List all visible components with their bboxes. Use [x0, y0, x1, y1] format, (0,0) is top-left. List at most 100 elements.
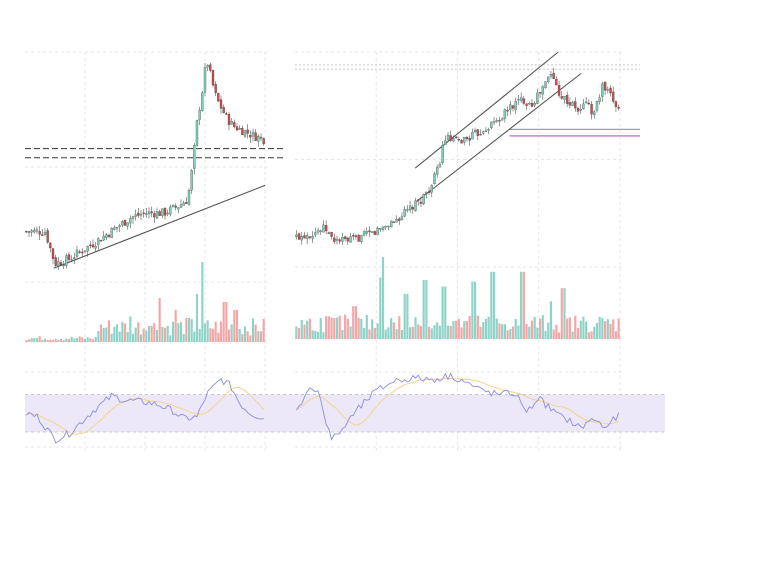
volume-bar [460, 327, 463, 339]
candle-body [555, 79, 558, 86]
volume-bar [465, 321, 469, 339]
volume-bar [113, 326, 116, 342]
volume-bar [368, 329, 371, 339]
candle-body [427, 191, 431, 193]
candle-body [511, 105, 515, 109]
candle-body [59, 262, 63, 266]
volume-bar [379, 277, 382, 339]
volume-bar [259, 331, 263, 342]
candle-body [67, 254, 71, 260]
candle-body [139, 214, 143, 216]
candle-body [227, 114, 231, 125]
candle-body [62, 264, 65, 267]
volume-bar [539, 318, 542, 339]
candle-body [118, 225, 121, 227]
candle-body [303, 235, 306, 239]
candle-body [233, 122, 236, 127]
volume-bar [593, 326, 596, 339]
rsi-line [296, 372, 620, 442]
candle-body [595, 101, 599, 111]
candle-body [525, 103, 528, 106]
candle-body [158, 211, 161, 216]
volume-bar [246, 331, 249, 342]
volume-bars [295, 257, 620, 339]
volume-bar [251, 318, 255, 342]
candle-body [498, 120, 501, 122]
volume-bar [27, 339, 31, 342]
volume-bar [70, 336, 73, 342]
volume-bar [327, 316, 330, 339]
candle-body [533, 103, 536, 106]
volume-bar [335, 317, 339, 339]
volume-bar [319, 318, 322, 339]
candle-body [195, 120, 199, 146]
candle-body [343, 236, 347, 239]
volume-bar [131, 333, 135, 342]
candle-body [327, 232, 331, 234]
candle-body [379, 228, 382, 230]
volume-bar [89, 338, 92, 342]
candle-body [528, 102, 531, 105]
candle-body [352, 235, 355, 237]
volume-bar [476, 315, 479, 339]
candle-body [392, 221, 396, 223]
volume-bar [362, 328, 366, 339]
candle-body [479, 134, 482, 136]
candle-body [333, 237, 336, 242]
trendline [414, 73, 582, 203]
volume-bar [522, 271, 525, 339]
volume-bar [185, 318, 188, 342]
volume-bar [67, 339, 71, 342]
candle-body [417, 199, 420, 202]
candle-body [251, 131, 255, 137]
candle-body [519, 97, 523, 101]
volume-bar [517, 325, 520, 339]
candle-body [487, 129, 490, 131]
volume-bar [490, 271, 493, 339]
volume-bar [110, 333, 113, 342]
candle-body [70, 259, 73, 261]
volume-bar [182, 334, 185, 342]
volume-bar [360, 319, 363, 339]
volume-bar [376, 323, 379, 339]
candle-body [411, 207, 414, 210]
candle-body [373, 231, 377, 235]
candle-body [177, 207, 180, 210]
candle-body [360, 235, 363, 242]
candle-body [522, 98, 526, 104]
volume-bar [606, 319, 609, 339]
candle-body [362, 231, 366, 236]
volume-bar [566, 318, 569, 339]
candle-body [444, 140, 447, 146]
candle-body [414, 200, 417, 211]
volume-bar [94, 336, 97, 342]
volume-bar [59, 338, 63, 342]
volume-bar [381, 257, 385, 339]
volume-bar [316, 331, 320, 339]
candle-body [606, 89, 609, 91]
candle-body [179, 204, 183, 208]
volume-bar [354, 306, 358, 339]
candle-body [560, 96, 563, 99]
candle-body [190, 170, 193, 191]
candle-body [311, 235, 314, 239]
candle-body [446, 134, 450, 140]
volume-bar [166, 325, 169, 342]
volume-bar [547, 322, 550, 339]
volume-bar [446, 325, 450, 339]
volume-bar [99, 324, 103, 342]
candle-body [203, 67, 207, 93]
volume-bar [38, 336, 41, 342]
candle-body [206, 64, 209, 68]
volume-bar [357, 317, 360, 339]
volume-bar [471, 281, 474, 339]
candle-body [514, 101, 517, 111]
volume-bar [314, 330, 317, 339]
volume-bar [506, 330, 509, 339]
volume-bar [115, 324, 119, 342]
candle-body [403, 209, 406, 217]
volume-bar [601, 318, 604, 339]
candle-body [365, 231, 368, 234]
volume-bar [398, 316, 401, 339]
volume-bar [598, 316, 601, 339]
